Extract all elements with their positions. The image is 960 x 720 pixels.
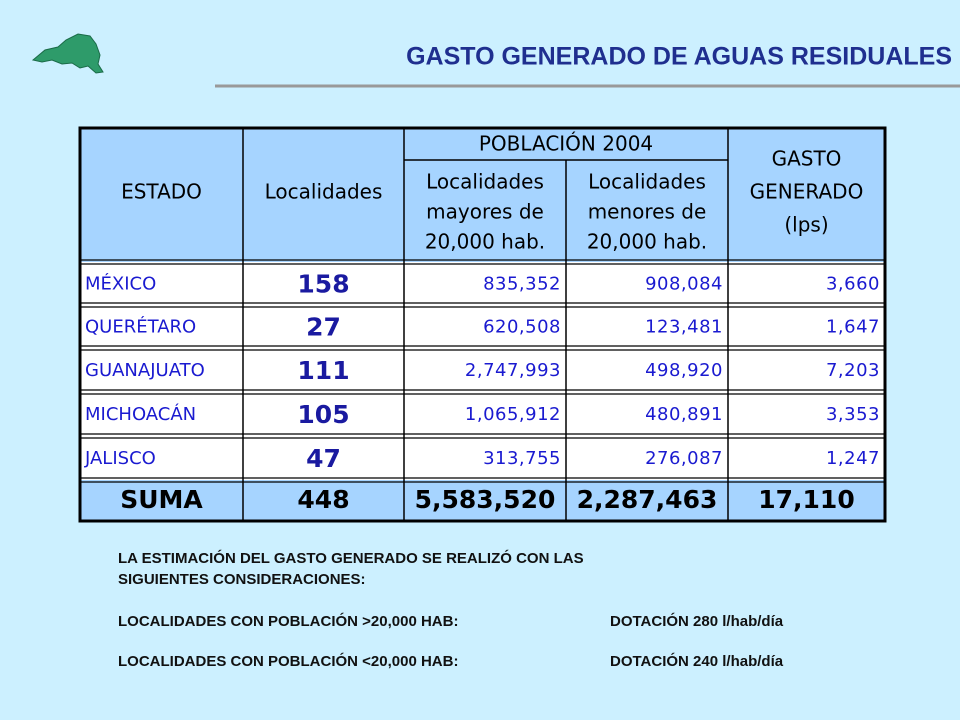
localities-count: 105 <box>297 400 349 429</box>
number-cell: 1,647 <box>826 317 880 338</box>
total-cell: 5,583,520 <box>415 485 556 514</box>
header-text: GENERADO <box>750 180 864 204</box>
header-text: menores de <box>588 200 707 224</box>
map-icon <box>31 33 104 74</box>
number-cell: 3,353 <box>826 404 880 425</box>
number-cell: 276,087 <box>645 448 723 469</box>
localities-count: 111 <box>297 356 349 385</box>
title: GASTO GENERADO DE AGUAS RESIDUALES <box>406 43 952 71</box>
localities-count: 47 <box>306 444 341 473</box>
header-text: (lps) <box>784 213 828 237</box>
header-text: 20,000 hab. <box>587 230 707 254</box>
state-name: MÉXICO <box>85 273 156 295</box>
number-cell: 2,747,993 <box>465 360 561 381</box>
localities-count: 158 <box>297 270 349 299</box>
header-text: POBLACIÓN 2004 <box>479 132 653 156</box>
state-name: MICHOACÁN <box>85 403 196 425</box>
body-bg <box>80 262 885 480</box>
note-text: SIGUIENTES CONSIDERACIONES: <box>118 571 366 588</box>
total-cell: 17,110 <box>758 485 854 514</box>
total-cell: SUMA <box>120 485 203 514</box>
note-text: LOCALIDADES CON POBLACIÓN <20,000 HAB: <box>118 652 458 670</box>
state-name: QUERÉTARO <box>85 316 196 338</box>
header-text: Localidades <box>588 170 706 194</box>
number-cell: 123,481 <box>645 317 723 338</box>
note-text: DOTACIÓN 280 l/hab/día <box>610 612 784 630</box>
number-cell: 1,247 <box>826 448 880 469</box>
header-text: Localidades <box>265 180 383 204</box>
header-bg <box>80 128 885 262</box>
total-cell: 448 <box>297 485 349 514</box>
total-bg <box>80 480 885 521</box>
header-text: Localidades <box>426 170 544 194</box>
header-text: mayores de <box>426 200 544 224</box>
number-cell: 835,352 <box>483 274 561 295</box>
number-cell: 480,891 <box>645 404 723 425</box>
header-text: GASTO <box>772 147 842 171</box>
number-cell: 3,660 <box>826 274 880 295</box>
state-name: JALISCO <box>84 448 156 469</box>
number-cell: 498,920 <box>645 360 723 381</box>
number-cell: 620,508 <box>483 317 561 338</box>
note-text: DOTACIÓN 240 l/hab/día <box>610 652 784 670</box>
table: ESTADO Localidades POBLACIÓN 2004 Localidad… <box>78 126 887 523</box>
note-text: LOCALIDADES CON POBLACIÓN >20,000 HAB: <box>118 612 458 630</box>
notes: LA ESTIMACIÓN DEL GASTO GENERADO SE REAL… <box>118 549 784 670</box>
number-cell: 908,084 <box>645 274 723 295</box>
table-frame <box>78 126 887 523</box>
number-cell: 1,065,912 <box>465 404 561 425</box>
total-cell: 2,287,463 <box>577 485 718 514</box>
header-text: ESTADO <box>121 180 202 204</box>
localities-count: 27 <box>306 313 341 342</box>
number-cell: 7,203 <box>826 360 880 381</box>
number-cell: 313,755 <box>483 448 561 469</box>
header-text: 20,000 hab. <box>425 230 545 254</box>
note-text: LA ESTIMACIÓN DEL GASTO GENERADO SE REAL… <box>118 549 584 567</box>
state-name: GUANAJUATO <box>85 360 205 381</box>
